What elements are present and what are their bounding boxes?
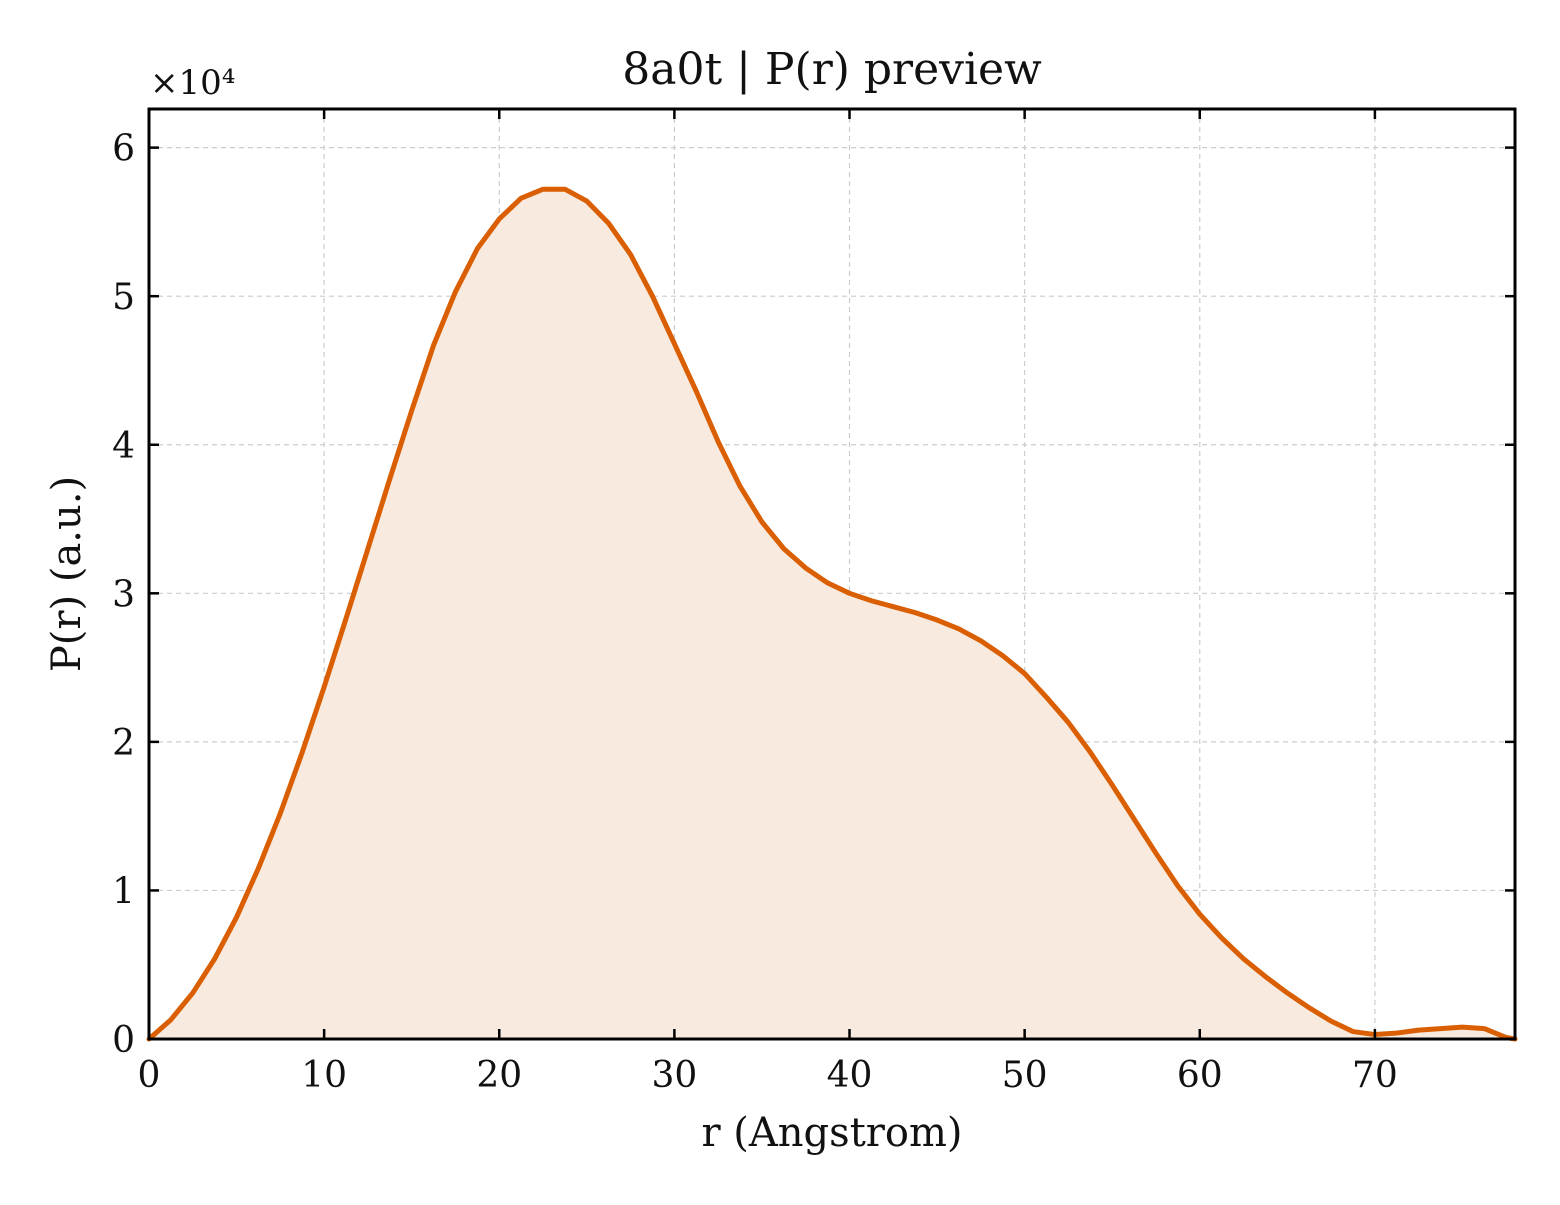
y-tick-label: 0: [112, 1020, 135, 1061]
axis-ticks: 0 10 20 30 40 50 60 70 0 1 2 3 4 5 6: [112, 109, 1515, 1096]
x-tick-label: 0: [138, 1055, 161, 1096]
axes-frame: [147, 107, 1517, 1041]
y-tick-label: 6: [112, 129, 135, 170]
x-tick-label: 10: [301, 1055, 347, 1096]
x-tick-label: 30: [651, 1055, 697, 1096]
pr-curve-line: [146, 186, 1518, 1042]
y-tick-label: 1: [112, 871, 135, 912]
pr-area-fill: [149, 189, 1515, 1040]
y-axis-multiplier: ×10⁴: [150, 63, 235, 103]
y-tick-label: 4: [112, 426, 135, 467]
x-tick-label: 40: [827, 1055, 873, 1096]
x-tick-label: 20: [476, 1055, 522, 1096]
y-tick-label: 5: [112, 277, 135, 318]
y-tick-label: 2: [112, 723, 135, 764]
y-axis-label: P(r) (a.u.): [44, 476, 90, 672]
x-axis-label: r (Angstrom): [701, 1110, 962, 1156]
x-tick-label: 60: [1177, 1055, 1223, 1096]
plot-area: [146, 186, 1518, 1042]
x-tick-label: 70: [1352, 1055, 1398, 1096]
x-tick-label: 50: [1002, 1055, 1048, 1096]
y-tick-label: 3: [112, 574, 135, 615]
chart-title: 8a0t | P(r) preview: [622, 44, 1042, 95]
